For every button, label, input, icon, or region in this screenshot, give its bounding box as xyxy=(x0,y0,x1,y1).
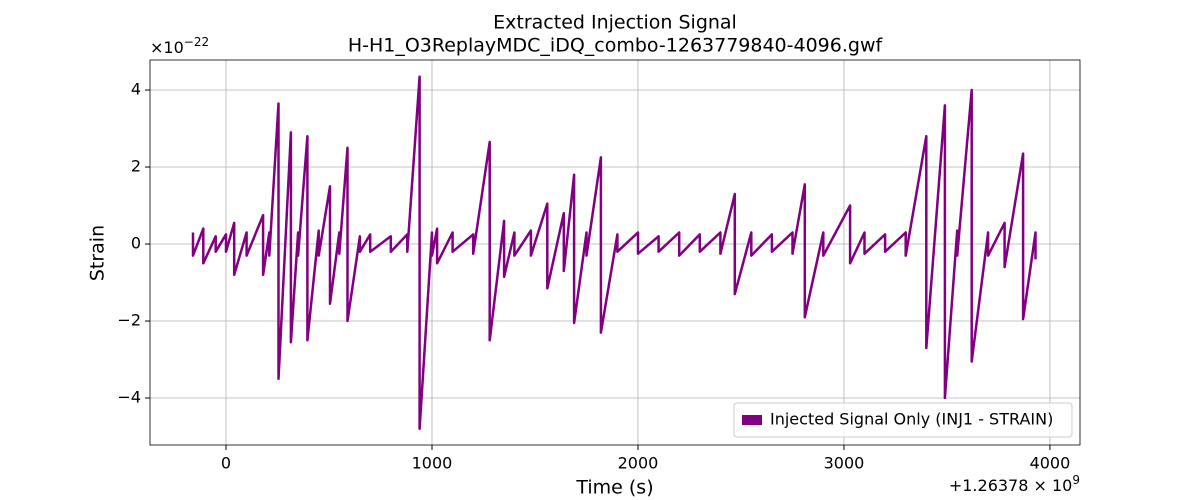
y-tick-label: 4 xyxy=(131,80,141,99)
legend-box xyxy=(733,402,1073,438)
y-multiplier: ×10−22 xyxy=(150,35,209,57)
chart-subtitle: H-H1_O3ReplayMDC_iDQ_combo-1263779840-40… xyxy=(348,35,884,57)
x-axis-label: Time (s) xyxy=(575,477,653,499)
x-tick-label: 2000 xyxy=(618,454,659,473)
y-tick-label: 2 xyxy=(131,157,141,176)
x-tick-label: 0 xyxy=(221,454,231,473)
x-offset: +1.26378 × 109 xyxy=(949,473,1080,495)
y-multiplier-base: ×10 xyxy=(150,38,184,57)
x-tick-label: 3000 xyxy=(824,454,865,473)
legend: Injected Signal Only (INJ1 - STRAIN) xyxy=(733,402,1073,438)
x-tick-label: 1000 xyxy=(412,454,453,473)
y-tick-label: 0 xyxy=(131,234,141,253)
y-multiplier-exponent: −22 xyxy=(184,35,209,49)
y-axis-label: Strain xyxy=(87,225,109,281)
y-tick-label: −4 xyxy=(117,388,141,407)
signal-line xyxy=(191,75,1037,431)
plot-frame xyxy=(149,59,1081,446)
y-tick-label: −2 xyxy=(117,311,141,330)
chart-title: Extracted Injection Signal xyxy=(493,12,737,34)
x-offset-exponent: 9 xyxy=(1072,473,1080,487)
x-tick-label: 4000 xyxy=(1030,454,1071,473)
x-offset-base: +1.26378 × 10 xyxy=(949,476,1073,495)
legend-label: Injected Signal Only (INJ1 - STRAIN) xyxy=(770,410,1053,429)
legend-swatch xyxy=(742,415,762,425)
